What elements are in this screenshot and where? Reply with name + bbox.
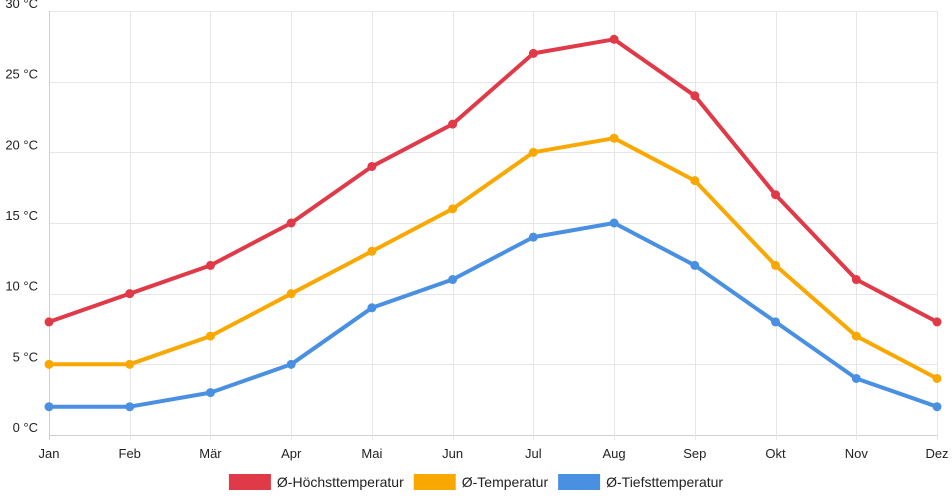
- data-point[interactable]: [851, 275, 861, 285]
- legend-swatch: [413, 474, 456, 490]
- data-point[interactable]: [205, 260, 215, 270]
- data-point[interactable]: [448, 204, 458, 214]
- y-tick-label: 25 °C: [5, 67, 38, 82]
- y-tick-label: 5 °C: [13, 349, 38, 364]
- x-tick-label: Jan: [39, 446, 60, 461]
- data-point[interactable]: [286, 218, 296, 228]
- data-point[interactable]: [851, 331, 861, 341]
- legend[interactable]: Ø-Höchsttemperatur Ø-Temperatur Ø-Tiefstte…: [228, 474, 723, 490]
- data-point[interactable]: [609, 218, 619, 228]
- series-line: [47, 37, 939, 324]
- x-tick-label: Feb: [119, 446, 141, 461]
- data-point[interactable]: [125, 289, 135, 299]
- legend-swatch: [558, 474, 601, 490]
- data-point[interactable]: [44, 402, 54, 412]
- data-point[interactable]: [771, 190, 781, 200]
- data-point[interactable]: [125, 402, 135, 412]
- series-line: [47, 221, 939, 409]
- x-tick-label: Okt: [765, 446, 786, 461]
- series-3: [44, 218, 942, 412]
- x-tick-label: Jun: [442, 446, 463, 461]
- data-point[interactable]: [448, 119, 458, 129]
- y-tick-label: 10 °C: [5, 279, 38, 294]
- data-point[interactable]: [771, 260, 781, 270]
- grid-layer: [49, 11, 938, 440]
- legend-item-3[interactable]: Ø-Tiefsttemperatur: [558, 474, 723, 490]
- data-point[interactable]: [44, 359, 54, 369]
- y-tick-label: 30 °C: [5, 0, 38, 11]
- y-tick-label: 0 °C: [13, 420, 38, 435]
- data-point[interactable]: [448, 275, 458, 285]
- data-point[interactable]: [690, 260, 700, 270]
- data-point[interactable]: [932, 373, 942, 383]
- data-point[interactable]: [690, 91, 700, 101]
- data-point[interactable]: [367, 303, 377, 313]
- legend-item-2[interactable]: Ø-Temperatur: [413, 474, 549, 490]
- data-point[interactable]: [771, 317, 781, 327]
- x-tick-label: Mai: [361, 446, 382, 461]
- series-1: [44, 34, 942, 327]
- y-tick-label: 20 °C: [5, 137, 38, 152]
- data-point[interactable]: [851, 373, 861, 383]
- x-tick-label: Sep: [683, 446, 706, 461]
- data-point[interactable]: [44, 317, 54, 327]
- legend-label: Ø-Temperatur: [462, 474, 549, 490]
- data-point[interactable]: [932, 317, 942, 327]
- x-tick-label: Aug: [603, 446, 626, 461]
- axis-layer: 0 °C 5 °C 10 °C 15 °C 20 °C 25 °C 30 °C Jan Feb M…: [5, 0, 948, 461]
- data-point[interactable]: [528, 147, 538, 157]
- series-line: [47, 136, 939, 381]
- x-tick-label: Nov: [845, 446, 869, 461]
- data-point[interactable]: [367, 246, 377, 256]
- x-tick-label: Apr: [281, 446, 302, 461]
- data-point[interactable]: [286, 289, 296, 299]
- data-point[interactable]: [528, 48, 538, 58]
- y-tick-label: 15 °C: [5, 208, 38, 223]
- series-2: [44, 133, 942, 383]
- x-tick-label: Jul: [525, 446, 542, 461]
- data-point[interactable]: [528, 232, 538, 242]
- data-point[interactable]: [205, 331, 215, 341]
- data-point[interactable]: [125, 359, 135, 369]
- data-point[interactable]: [286, 359, 296, 369]
- data-point[interactable]: [609, 34, 619, 44]
- x-tick-label: Mär: [199, 446, 222, 461]
- x-tick-label: Dez: [925, 446, 948, 461]
- data-point[interactable]: [205, 388, 215, 398]
- data-point[interactable]: [367, 161, 377, 171]
- legend-label: Ø-Tiefsttemperatur: [606, 474, 723, 490]
- data-point[interactable]: [609, 133, 619, 143]
- legend-swatch: [228, 474, 271, 490]
- legend-item-1[interactable]: Ø-Höchsttemperatur: [228, 474, 404, 490]
- legend-label: Ø-Höchsttemperatur: [277, 474, 404, 490]
- data-point[interactable]: [690, 176, 700, 186]
- data-point[interactable]: [932, 402, 942, 412]
- series-layer: [44, 34, 942, 412]
